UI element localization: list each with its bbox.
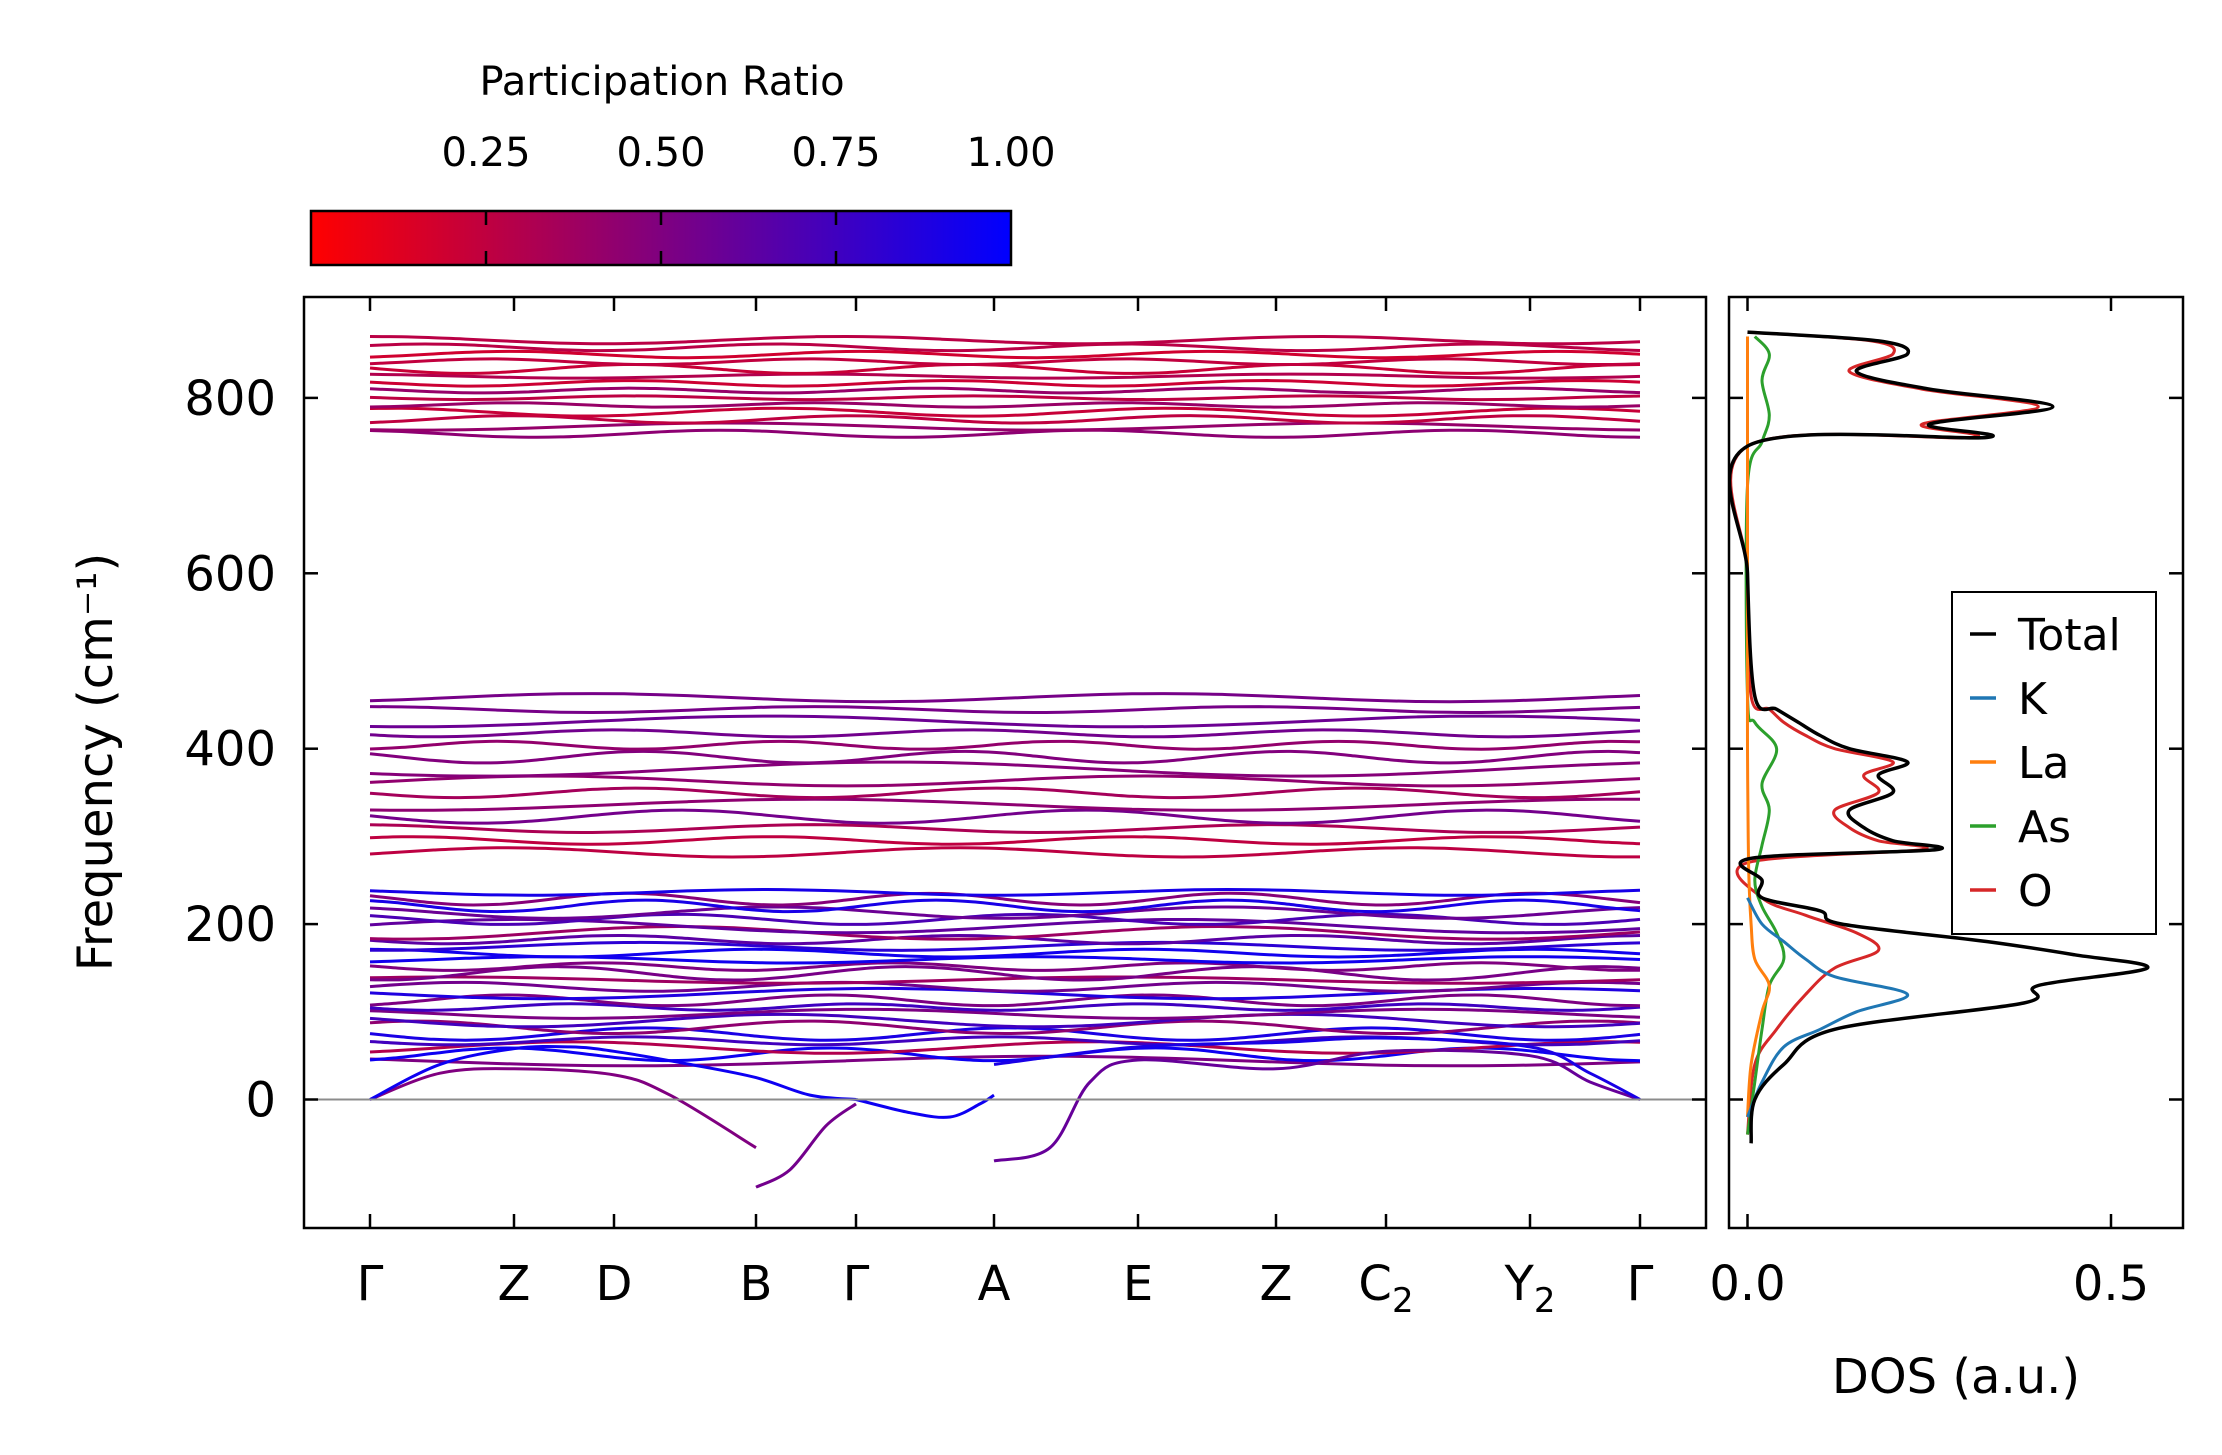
band-line: [369, 797, 1641, 812]
band-line-acoustic-3: [369, 1044, 857, 1101]
band-line: [369, 993, 1641, 1008]
k-point-label: Γ: [843, 1256, 870, 1312]
band-line: [369, 1026, 1641, 1042]
band-line: [369, 1019, 1641, 1036]
legend-label: Total: [2017, 610, 2121, 661]
dos-line-k: [1746, 897, 1909, 1118]
y-tick-label: 200: [184, 897, 276, 953]
band-line-acoustic-4: [855, 1093, 995, 1119]
x-axis-label: DOS (a.u.): [1832, 1349, 2080, 1405]
y-axis-label: Frequency (cm⁻¹): [68, 553, 124, 971]
dos-x-tick-label: 0.5: [2073, 1256, 2149, 1312]
band-line-acoustic-2: [755, 1102, 857, 1189]
band-line: [369, 760, 1641, 778]
band-line: [369, 898, 1641, 914]
band-line: [369, 887, 1641, 897]
k-point-subscript: 2: [1534, 1281, 1556, 1321]
band-line: [369, 774, 1641, 788]
k-point-label: A: [978, 1256, 1011, 1312]
colorbar-tick-label: 0.50: [616, 130, 705, 176]
colorbar-tick-label: 0.75: [791, 130, 880, 176]
y-tick-label: 0: [245, 1073, 276, 1129]
band-line: [369, 406, 1641, 418]
band-axes-frame: [302, 295, 1708, 1230]
band-line: [369, 1007, 1641, 1020]
band-line: [369, 835, 1641, 846]
k-point-label: E: [1123, 1256, 1153, 1312]
band-line-acoustic-1: [369, 1067, 757, 1149]
y-tick-label: 400: [184, 722, 276, 778]
dos-axes-frame: [1727, 295, 2185, 1230]
band-line: [369, 823, 1641, 835]
k-point-label: D: [596, 1256, 633, 1312]
band-line: [369, 372, 1641, 380]
band-line: [369, 749, 1641, 765]
band-line: [369, 940, 1641, 952]
dos-panel: 0.0 0.5 DOS (a.u.): [1709, 295, 2185, 1405]
band-line: [369, 386, 1641, 395]
band-line: [369, 401, 1641, 409]
band-line: [369, 1002, 1641, 1012]
band-line: [369, 975, 1641, 985]
k-point-label: Γ: [357, 1256, 384, 1312]
band-line-acoustic-5: [993, 1048, 1641, 1163]
k-point-label: C2: [1358, 1256, 1413, 1321]
legend-label: La: [2018, 738, 2069, 789]
k-point-label: Γ: [1627, 1256, 1654, 1312]
legend-label: As: [2018, 802, 2071, 853]
band-line: [369, 349, 1641, 360]
k-point-subscript: 2: [1392, 1281, 1414, 1321]
band-line: [369, 342, 1641, 353]
y-tick-label: 800: [184, 371, 276, 427]
band-line: [369, 1054, 1641, 1068]
band-line-acoustic-6: [993, 1036, 1641, 1101]
band-line: [369, 912, 1641, 926]
dos-line-o: [1729, 330, 2040, 1135]
colorbar-tick-label: 1.00: [966, 130, 1055, 176]
band-line: [369, 980, 1641, 993]
band-line: [369, 965, 1641, 982]
colorbar-tick-label: 0.25: [441, 130, 530, 176]
band-line: [369, 961, 1641, 972]
band-line: [369, 379, 1641, 388]
band-line: [369, 739, 1641, 751]
band-line: [369, 786, 1641, 800]
band-line: [369, 414, 1641, 425]
dos-line-as: [1744, 335, 1786, 1135]
dos-line-total: [1729, 330, 2150, 1144]
k-point-label: Z: [1260, 1256, 1293, 1312]
band-line: [369, 334, 1641, 346]
band-structure-panel: 0 200 400 600 800 Γ Z D B Γ A E Z C2 Y2 Γ Frequency (c…: [68, 295, 1708, 1321]
band-line: [369, 1012, 1641, 1029]
band-line: [369, 705, 1641, 715]
legend-label: O: [2018, 866, 2053, 917]
k-point-label: Z: [498, 1256, 531, 1312]
band-line: [369, 394, 1641, 402]
band-line: [369, 728, 1641, 739]
legend-label: K: [2018, 674, 2048, 725]
band-line: [369, 947, 1641, 959]
colorbar-title: Participation Ratio: [479, 59, 844, 105]
band-line: [369, 905, 1641, 920]
k-point-label: B: [740, 1256, 773, 1312]
band-line: [369, 692, 1641, 704]
band-line: [369, 357, 1641, 367]
band-line: [369, 925, 1641, 941]
legend: Total K La As O: [1951, 591, 2157, 935]
band-line: [369, 428, 1641, 439]
dos-x-tick-label: 0.0: [1709, 1256, 1785, 1312]
k-point-label: Y2: [1504, 1256, 1556, 1321]
band-line: [369, 421, 1641, 432]
band-line: [369, 714, 1641, 729]
y-tick-label: 600: [184, 546, 276, 602]
band-line: [369, 362, 1641, 375]
band-line: [369, 846, 1641, 859]
band-line: [369, 808, 1641, 825]
colorbar: Participation Ratio 0.25 0.50 0.75 1.00: [309, 59, 1056, 267]
